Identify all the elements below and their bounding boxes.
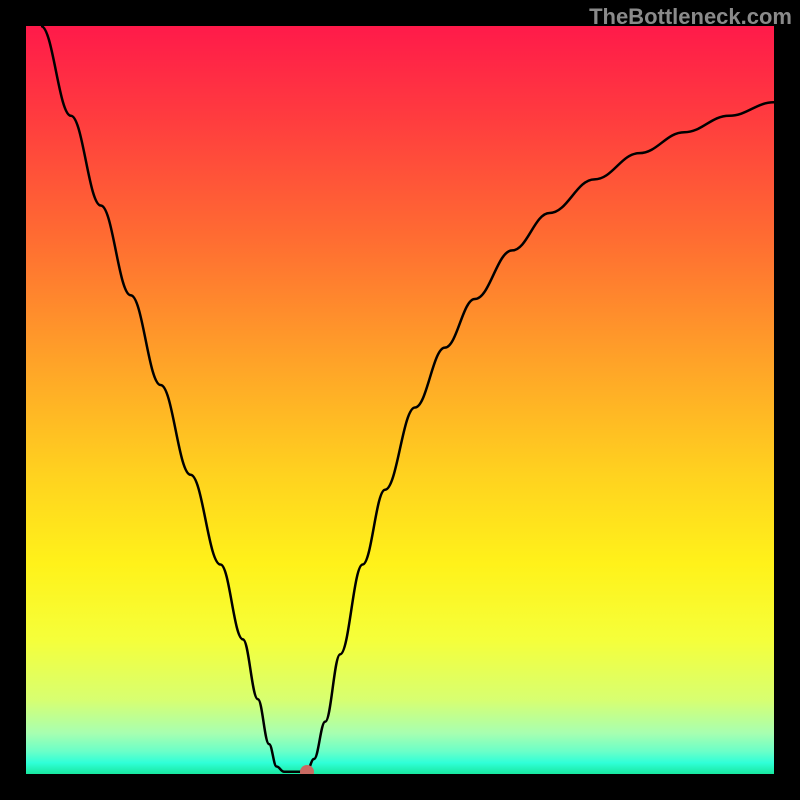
watermark: TheBottleneck.com [589,4,792,30]
optimal-marker [300,765,314,774]
bottleneck-curve [41,26,774,772]
plot-area [26,26,774,774]
curve-svg [26,26,774,774]
